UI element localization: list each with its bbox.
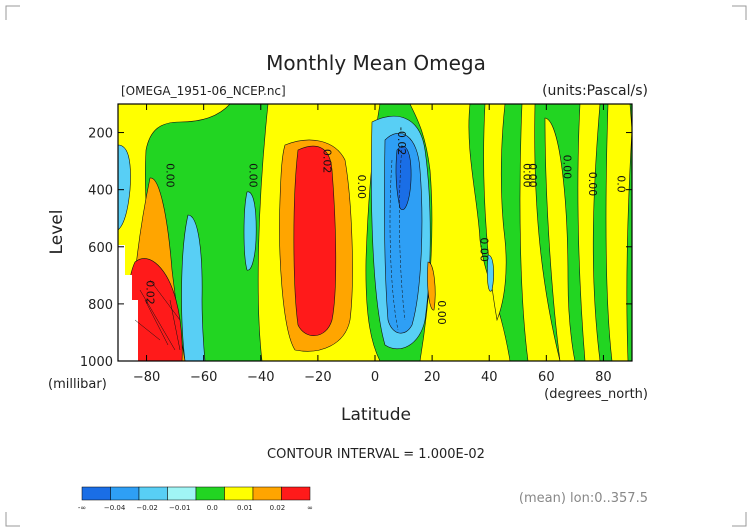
contour-label-8: 0.00 (526, 163, 539, 188)
contour-label-7: 0.00 (520, 163, 533, 188)
contour-labels: 0.00 0.000.020.00-0.020.000.000.000.00 0.0… (144, 127, 628, 325)
contour-label-11: 0.0 (615, 175, 628, 193)
x-units-label: (degrees_north) (544, 387, 648, 402)
colorbar-label-4: 0.0 (207, 504, 218, 512)
contour-label-6: 0.00 (478, 237, 491, 262)
contour-interval-label: CONTOUR INTERVAL = 1.000E-02 (267, 447, 485, 462)
colorbar-swatch-5 (224, 486, 254, 501)
x-tick-label-7: 60 (538, 370, 555, 385)
x-axis: −80 −60 −40 −20 0 20 40 60 80 (133, 104, 612, 385)
blue-regions (118, 115, 494, 361)
colorbar-label-0: -∞ (78, 504, 86, 512)
y-axis-title: Level (47, 210, 67, 255)
corner-marks (5, 5, 747, 527)
colorbar-swatch-1 (110, 486, 140, 501)
x-axis-title: Latitude (341, 405, 411, 425)
chart-title: Monthly Mean Omega (266, 51, 486, 75)
contour-label-1: 0.00 (246, 163, 259, 188)
y-axis: 200 400 600 800 1000 (80, 127, 632, 370)
colorbar-label-1: −0.04 (104, 504, 126, 512)
x-tick-label-2: −40 (247, 370, 274, 385)
y-tick-label-1: 400 (88, 184, 113, 199)
x-tick-label-4: 0 (371, 370, 379, 385)
colorbar-label-5: 0.01 (237, 504, 253, 512)
x-tick-label-0: −80 (133, 370, 160, 385)
colorbar: -∞ −0.04 −0.02 −0.01 0.0 0.01 0.02 ∞ (78, 486, 313, 512)
x-tick-label-3: −20 (304, 370, 331, 385)
plot-area: 0.00 0.000.020.00-0.020.000.000.000.00 0.0… (118, 104, 632, 361)
x-tick-label-6: 40 (481, 370, 498, 385)
colorbar-label-3: −0.01 (169, 504, 190, 512)
y-tick-label-3: 800 (88, 298, 113, 313)
contour-lines (134, 144, 406, 351)
y-tick-label-0: 200 (88, 127, 113, 142)
colorbar-label-6: 0.02 (270, 504, 286, 512)
contour-label-9: 0.00 (560, 155, 573, 180)
colorbar-label-7: ∞ (307, 504, 313, 512)
contour-label-10: 0.00 (586, 172, 599, 197)
units-label: (units:Pascal/s) (542, 83, 648, 99)
colorbar-label-2: −0.02 (136, 504, 157, 512)
x-tick-label-5: 20 (424, 370, 441, 385)
colorbar-swatch-6 (252, 486, 282, 501)
contour-label-12: 0.02 (144, 280, 157, 305)
footer-label: (mean) lon:0..357.5 (519, 491, 648, 506)
colorbar-swatch-4 (195, 486, 225, 501)
contour-label-5: 0.00 (435, 300, 448, 325)
x-tick-label-1: −60 (190, 370, 217, 385)
positive-regions (125, 139, 436, 361)
contour-label-0: 0.00 (164, 163, 177, 188)
contour-label-4: -0.02 (395, 127, 408, 155)
x-tick-label-8: 80 (595, 370, 612, 385)
colorbar-swatch-7 (281, 486, 311, 501)
colorbar-swatch-2 (138, 486, 168, 501)
y-tick-label-2: 600 (88, 241, 113, 256)
colorbar-swatch-0 (81, 486, 111, 501)
colorbar-swatch-3 (167, 486, 197, 501)
file-label: [OMEGA_1951-06_NCEP.nc] (121, 84, 286, 98)
y-tick-label-4: 1000 (80, 355, 113, 370)
y-units-label: (millibar) (48, 377, 107, 392)
contour-label-2: 0.02 (321, 149, 334, 174)
missing-data-region (118, 245, 138, 361)
contour-label-3: 0.00 (355, 175, 368, 200)
